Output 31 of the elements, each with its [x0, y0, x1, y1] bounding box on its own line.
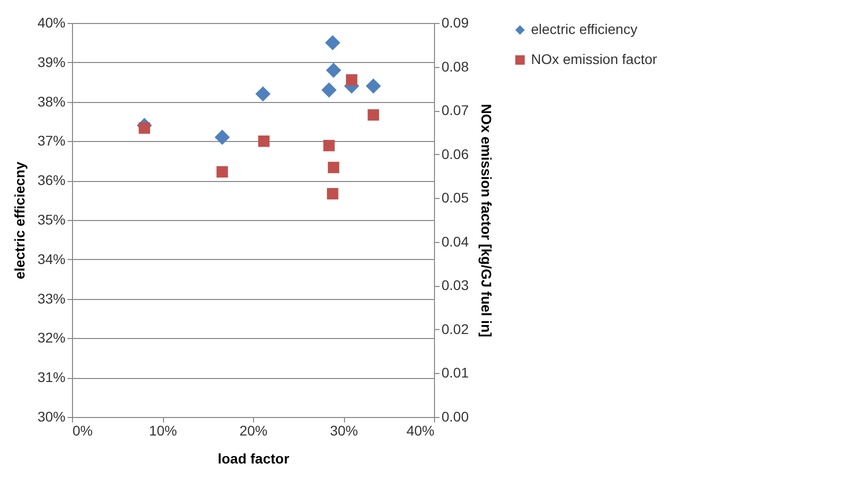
- x-tick-label: 40%: [406, 422, 434, 438]
- y-tick-label: 40%: [37, 14, 66, 30]
- y-tick-label: 35%: [37, 212, 66, 228]
- y-tick-label: 36%: [37, 172, 66, 188]
- y2-tick-label: 0.07: [442, 102, 469, 118]
- y-tick-label: 30%: [37, 408, 66, 424]
- y2-tick-label: 0.09: [442, 14, 469, 30]
- x-tick-label: 30%: [330, 422, 358, 438]
- x-tick-label: 0%: [72, 422, 93, 438]
- y2-tick-label: 0.02: [442, 320, 469, 337]
- y-tick-label: 37%: [37, 132, 66, 149]
- x-tick-label: 20%: [239, 422, 268, 438]
- y2-tick-label: 0.01: [442, 364, 469, 381]
- x-tick-label: 10%: [148, 422, 178, 438]
- legend-label: NOx emission factor: [531, 51, 658, 67]
- y2-axis-title: NOx emission factor [kg/GJ fuel in]: [478, 104, 495, 338]
- y-axis-title: electric efficiecny: [11, 162, 28, 280]
- y-tick-label: 32%: [37, 330, 66, 346]
- y2-tick-label: 0.00: [442, 408, 469, 424]
- y2-tick-label: 0.06: [442, 146, 469, 162]
- y-tick-label: 33%: [37, 290, 66, 306]
- y2-tick-label: 0.03: [442, 277, 469, 294]
- y-tick-label: 31%: [37, 369, 66, 386]
- y2-tick-label: 0.05: [442, 190, 469, 206]
- y2-tick-label: 0.04: [442, 233, 469, 250]
- y-tick-label: 34%: [37, 250, 66, 267]
- y2-tick-label: 0.08: [442, 58, 469, 74]
- legend-label: electric efficiency: [531, 21, 638, 37]
- y-tick-label: 38%: [37, 93, 66, 110]
- y-tick-label: 39%: [37, 54, 66, 70]
- x-axis-title: load factor: [218, 450, 290, 466]
